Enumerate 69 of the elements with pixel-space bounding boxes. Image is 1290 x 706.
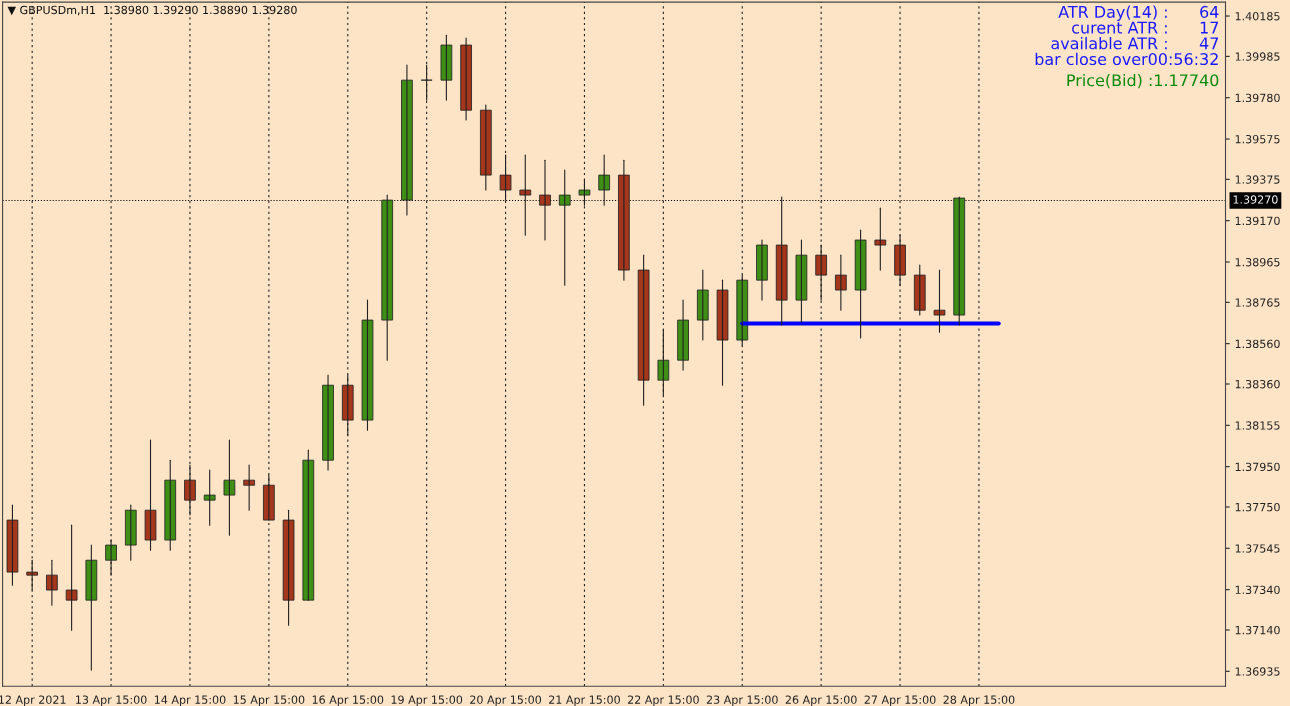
candlestick bbox=[913, 264, 926, 316]
candlestick bbox=[637, 254, 650, 406]
candlestick bbox=[578, 179, 591, 206]
x-tick-label: 23 Apr 15:00 bbox=[706, 695, 778, 706]
x-tick-label: 14 Apr 15:00 bbox=[154, 695, 226, 706]
candlestick bbox=[46, 559, 58, 606]
y-tick-label: 1.38965 bbox=[1235, 257, 1280, 267]
candlestick bbox=[26, 559, 39, 591]
annotation: curent ATR : 17 bbox=[1072, 21, 1219, 34]
y-tick-label: 1.38155 bbox=[1235, 421, 1280, 430]
candlestick bbox=[223, 439, 236, 536]
candlestick bbox=[716, 279, 729, 386]
y-tick-label: 1.39780 bbox=[1235, 93, 1280, 103]
x-tick-label: 27 Apr 15:00 bbox=[864, 695, 936, 706]
y-tick-label: 1.37545 bbox=[1235, 544, 1280, 553]
candlestick bbox=[381, 194, 394, 361]
candlestick bbox=[696, 269, 709, 341]
candlestick bbox=[835, 254, 847, 311]
candlestick bbox=[795, 239, 808, 323]
candlestick bbox=[282, 509, 295, 626]
y-tick-label: 1.37750 bbox=[1235, 502, 1280, 512]
candlestick bbox=[775, 196, 788, 326]
x-tick-label: 26 Apr 15:00 bbox=[785, 695, 857, 706]
x-tick-label: 19 Apr 15:00 bbox=[391, 695, 463, 706]
candlestick bbox=[440, 34, 453, 101]
annotation: ATR Day(14) : 64 bbox=[1058, 5, 1219, 21]
candlestick bbox=[519, 154, 532, 236]
x-tick-label: 16 Apr 15:00 bbox=[312, 695, 384, 706]
candlestick bbox=[164, 459, 177, 551]
y-tick-label: 1.37950 bbox=[1235, 462, 1280, 472]
candlestick bbox=[203, 469, 216, 526]
y-tick-label: 1.39375 bbox=[1235, 175, 1280, 184]
candlestick bbox=[558, 169, 571, 286]
y-tick-label: 1.37140 bbox=[1235, 625, 1280, 635]
candlestick bbox=[598, 154, 611, 206]
candlestick bbox=[124, 504, 137, 561]
candlestick bbox=[539, 159, 551, 241]
y-tick-label: 1.39170 bbox=[1235, 216, 1280, 226]
annotation: bar close over00:56:32 bbox=[1035, 52, 1218, 66]
y-tick-label: 1.38360 bbox=[1235, 379, 1280, 389]
x-tick-label: 22 Apr 15:00 bbox=[627, 695, 699, 706]
candlestick bbox=[854, 229, 867, 339]
y-tick-label: 1.40185 bbox=[1235, 12, 1280, 21]
y-tick-label: 1.39985 bbox=[1235, 52, 1280, 61]
candlestick bbox=[85, 544, 98, 671]
x-tick-label: 21 Apr 15:00 bbox=[549, 695, 620, 706]
x-tick-label: 12 Apr 2021 bbox=[0, 695, 66, 706]
candlestick bbox=[361, 299, 374, 431]
annotation: available ATR : 47 bbox=[1051, 37, 1219, 50]
candlestick bbox=[6, 504, 19, 586]
y-tick-label: 1.38560 bbox=[1235, 339, 1280, 349]
x-tick-label: 13 Apr 15:00 bbox=[76, 695, 147, 706]
candlestick bbox=[479, 104, 492, 191]
x-tick-label: 15 Apr 15:00 bbox=[233, 695, 305, 706]
candlestick bbox=[144, 439, 157, 551]
candlestick bbox=[933, 269, 946, 333]
y-tick-label: 1.36935 bbox=[1235, 667, 1280, 676]
y-tick-label: 1.39575 bbox=[1235, 135, 1280, 144]
candlestick bbox=[302, 449, 315, 601]
annotation: Price(Bid) :1.17740 bbox=[1067, 73, 1219, 89]
y-tick-label: 1.38765 bbox=[1235, 298, 1280, 307]
candlestick bbox=[953, 196, 966, 326]
x-tick-label: 28 Apr 15:00 bbox=[943, 695, 1015, 706]
ref-line-label: 1.39270 bbox=[1233, 195, 1278, 204]
x-tick-label: 20 Apr 15:00 bbox=[470, 695, 542, 706]
candlestick bbox=[65, 524, 78, 631]
y-tick-label: 1.37340 bbox=[1235, 585, 1280, 595]
candlestick bbox=[874, 207, 887, 271]
chart-title: ▼ GBPUSDm,H1 1.38980 1.39290 1.38890 1.39280 bbox=[7, 5, 297, 16]
